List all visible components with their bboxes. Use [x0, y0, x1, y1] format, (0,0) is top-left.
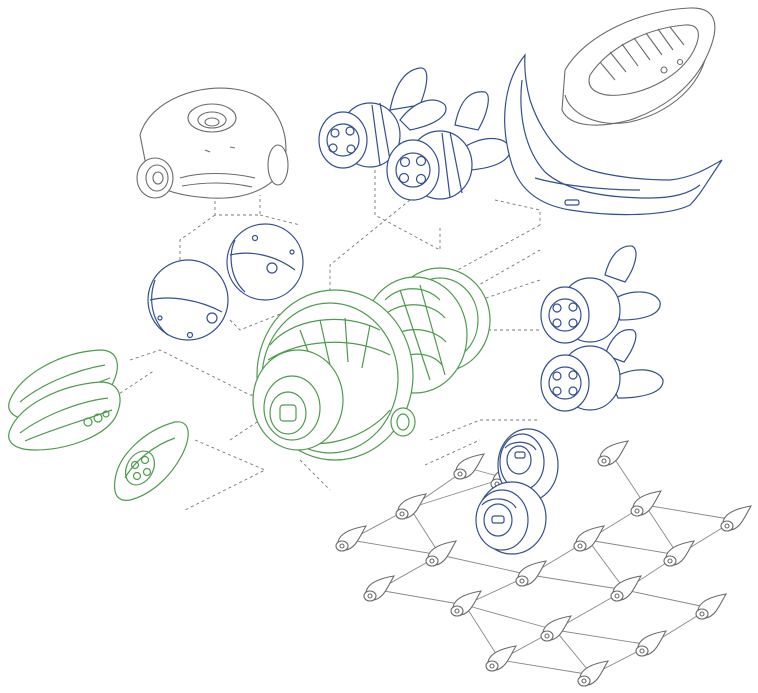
lattice-wire: [587, 539, 679, 556]
thruster-pair-top: [318, 67, 511, 201]
bracelet: [561, 7, 716, 126]
lattice-node: [573, 525, 606, 552]
lattice-wire: [377, 589, 466, 606]
lattice-wire: [439, 554, 531, 576]
lattice-wire: [624, 589, 711, 609]
lattice-wire: [464, 604, 501, 661]
lattice-node: [610, 575, 643, 602]
lattice-node: [335, 525, 368, 552]
lattice-node: [720, 505, 753, 532]
lattice-node: [485, 645, 518, 672]
lattice-wire: [409, 507, 441, 556]
lattice-wire: [644, 504, 736, 521]
lattice-node: [663, 540, 696, 567]
single-pod: [113, 421, 189, 501]
lattice-node: [597, 440, 630, 467]
leader-lines: [109, 170, 541, 511]
central-turbine-core: [252, 267, 491, 461]
lattice-wire: [409, 477, 506, 509]
lattice-node: [515, 560, 548, 587]
lattice-wire: [349, 539, 441, 556]
thruster-pair-right: [540, 245, 664, 412]
lattice-node: [425, 540, 458, 567]
twin-pod-stack: [8, 349, 121, 451]
lattice-node: [630, 490, 663, 517]
lattice-wire: [644, 504, 679, 556]
lattice-node: [635, 630, 668, 657]
lattice-wire: [611, 454, 646, 506]
sphere-module-pair: [147, 223, 304, 341]
three-port-housing: [136, 87, 289, 199]
node-lattice: [335, 440, 753, 687]
lattice-node: [395, 493, 428, 520]
lattice-nodes: [335, 440, 753, 687]
lattice-wire: [587, 539, 626, 591]
lattice-node: [363, 575, 396, 602]
lattice-wire: [529, 574, 626, 591]
lattice-wire: [554, 629, 651, 646]
lattice-node: [695, 593, 728, 620]
lattice-node: [450, 590, 483, 617]
lattice-node: [577, 660, 610, 687]
lattice-wire: [554, 629, 593, 676]
lattice-node: [453, 453, 486, 480]
lattice-wire: [464, 604, 556, 631]
disc-coupling-pair: [475, 428, 559, 555]
lattice-node: [540, 615, 573, 642]
swept-wing-fin: [504, 53, 723, 216]
lattice-wire: [499, 659, 593, 676]
